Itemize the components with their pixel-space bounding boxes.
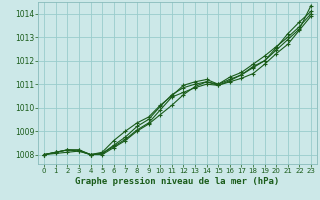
X-axis label: Graphe pression niveau de la mer (hPa): Graphe pression niveau de la mer (hPa) bbox=[76, 177, 280, 186]
